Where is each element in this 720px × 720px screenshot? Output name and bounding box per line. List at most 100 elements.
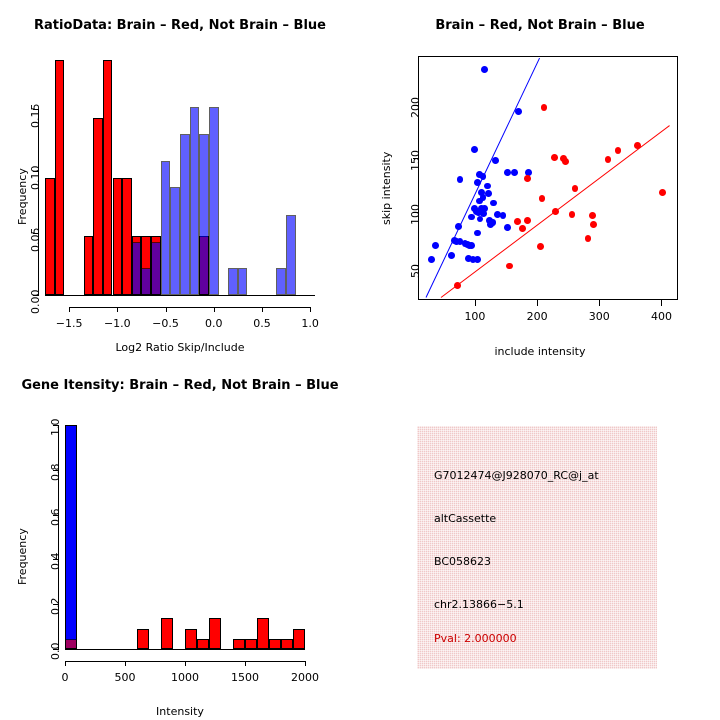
histogram-bar-brain [45, 177, 55, 295]
scatter-plot-frame [418, 56, 678, 300]
scatter-point-not-brain [503, 224, 511, 231]
scatter-point-not-brain [481, 204, 489, 212]
scatter-point-not-brain [475, 209, 483, 217]
scatter-point-not-brain [475, 170, 483, 178]
ratio-histogram-title: RatioData: Brain – Red, Not Brain – Blue [34, 18, 326, 33]
x-axis-line [69, 307, 312, 308]
x-axis-tick-label: 300 [588, 310, 610, 323]
scatter-point-brain [506, 262, 514, 270]
scatter-point-brain [540, 103, 548, 111]
scatter-point-brain [568, 211, 576, 219]
y-axis-tick [53, 649, 58, 650]
y-axis-tick [53, 604, 58, 606]
ratio-histogram-panel: RatioData: Brain – Red, Not Brain – Blue… [0, 0, 360, 360]
scatter-point-not-brain [499, 212, 507, 220]
x-axis-tick-label: 400 [650, 310, 672, 323]
probe-id-text: G7012474@J928070_RC@j_at [434, 469, 599, 482]
y-axis-tick [53, 425, 58, 426]
scatter-point-not-brain [464, 255, 472, 262]
x-axis-tick-label: 0.0 [205, 317, 223, 330]
histogram-bar-brain [269, 638, 281, 649]
y-axis-tick-label: 0.0 [49, 642, 62, 661]
histogram-bar-brain [233, 638, 245, 649]
ratio-histogram-plot-area [45, 60, 315, 295]
scatter-point-not-brain [492, 157, 499, 164]
x-axis-tick [69, 307, 71, 312]
y-axis-tick-label: 0.05 [29, 227, 42, 253]
scatter-point-not-brain [474, 256, 481, 263]
histogram-bar-brain [245, 638, 257, 649]
x-axis-tick [117, 307, 119, 312]
y-axis-tick [413, 158, 419, 160]
pval-text: Pval: 2.000000 [434, 632, 517, 645]
x-axis-tick [213, 307, 215, 312]
x-axis-tick [185, 661, 186, 666]
scatter-point-brain [523, 216, 531, 224]
histogram-bar-brain [122, 177, 132, 295]
scatter-point-not-brain [485, 216, 493, 224]
x-axis-tick [537, 300, 539, 306]
scatter-point-not-brain [510, 168, 518, 176]
y-axis-tick-label: 100 [409, 203, 422, 225]
scatter-point-brain [659, 188, 667, 196]
scatter-point-not-brain [515, 107, 522, 115]
x-axis-tick [65, 661, 66, 666]
y-axis-tick-label: 0.00 [29, 289, 42, 315]
histogram-bar-not-brain [141, 267, 152, 295]
x-axis-tick-label: 1000 [171, 671, 199, 684]
scatter-point-brain [519, 225, 527, 233]
y-axis-tick [33, 295, 38, 296]
y-axis-tick-label: 50 [409, 263, 422, 278]
scatter-point-not-brain [468, 242, 476, 250]
intensity-scatter-panel: Brain – Red, Not Brain – Blue skip inten… [360, 0, 720, 360]
gene-intensity-plot-area [65, 425, 305, 649]
scatter-point-not-brain [483, 182, 491, 190]
histogram-bar-not-brain [160, 161, 171, 295]
locus-text: chr2.13866−5.1 [434, 598, 524, 611]
gene-info-panel: G7012474@J928070_RC@j_at altCassette BC0… [417, 426, 657, 669]
scatter-point-brain [513, 217, 521, 225]
histogram-bar-not-brain [180, 134, 190, 295]
scatter-point-not-brain [456, 176, 464, 183]
scatter-point-brain [571, 184, 579, 192]
y-axis-tick-label: 0.6 [49, 508, 62, 526]
scatter-point-not-brain [493, 211, 501, 219]
scatter-point-not-brain [479, 194, 487, 202]
histogram-bar-not-brain [208, 107, 219, 295]
scatter-point-not-brain [479, 173, 487, 180]
y-axis-tick [413, 104, 419, 106]
scatter-point-not-brain [478, 188, 486, 196]
histogram-bar-brain [65, 638, 77, 649]
histogram-bar-not-brain [189, 107, 200, 295]
x-axis-tick-label: 1500 [231, 671, 259, 684]
ratio-histogram-xlabel: Log2 Ratio Skip/Include [115, 341, 245, 354]
scatter-point-brain [552, 208, 560, 215]
y-axis-line [58, 425, 59, 650]
x-axis-tick [261, 307, 263, 312]
scatter-point-not-brain [474, 179, 481, 187]
scatter-point-not-brain [428, 256, 435, 263]
y-axis-tick-label: 200 [409, 96, 422, 118]
x-axis-tick [661, 300, 663, 306]
y-axis-tick-label: 0.10 [29, 165, 42, 191]
intensity-scatter-xlabel: include intensity [494, 345, 586, 358]
ratio-histogram-axes: 0.00 0.05 0.10 0.15 −1.5 −1.0 −0.5 0.0 0.5 1.0 [0, 0, 360, 360]
y-axis-tick [33, 109, 38, 111]
x-axis-tick-label: 2000 [291, 671, 319, 684]
x-axis-tick [125, 661, 126, 666]
scatter-point-not-brain [503, 168, 511, 176]
scatter-point-not-brain [470, 146, 478, 154]
scatter-point-brain [524, 175, 532, 182]
scatter-point-not-brain [456, 238, 464, 245]
scatter-point-brain [604, 155, 612, 163]
scatter-point-not-brain [447, 251, 455, 259]
histogram-bar-not-brain [286, 214, 296, 295]
y-axis-tick [33, 171, 38, 173]
x-axis-tick-label: −0.5 [152, 317, 179, 330]
scatter-point-not-brain [480, 66, 488, 74]
scatter-point-brain [590, 220, 598, 228]
accession-text: BC058623 [434, 555, 492, 568]
x-axis-tick-label: 200 [526, 310, 548, 323]
x-axis-tick-label: 0.5 [253, 317, 271, 330]
scatter-point-not-brain [489, 218, 497, 226]
